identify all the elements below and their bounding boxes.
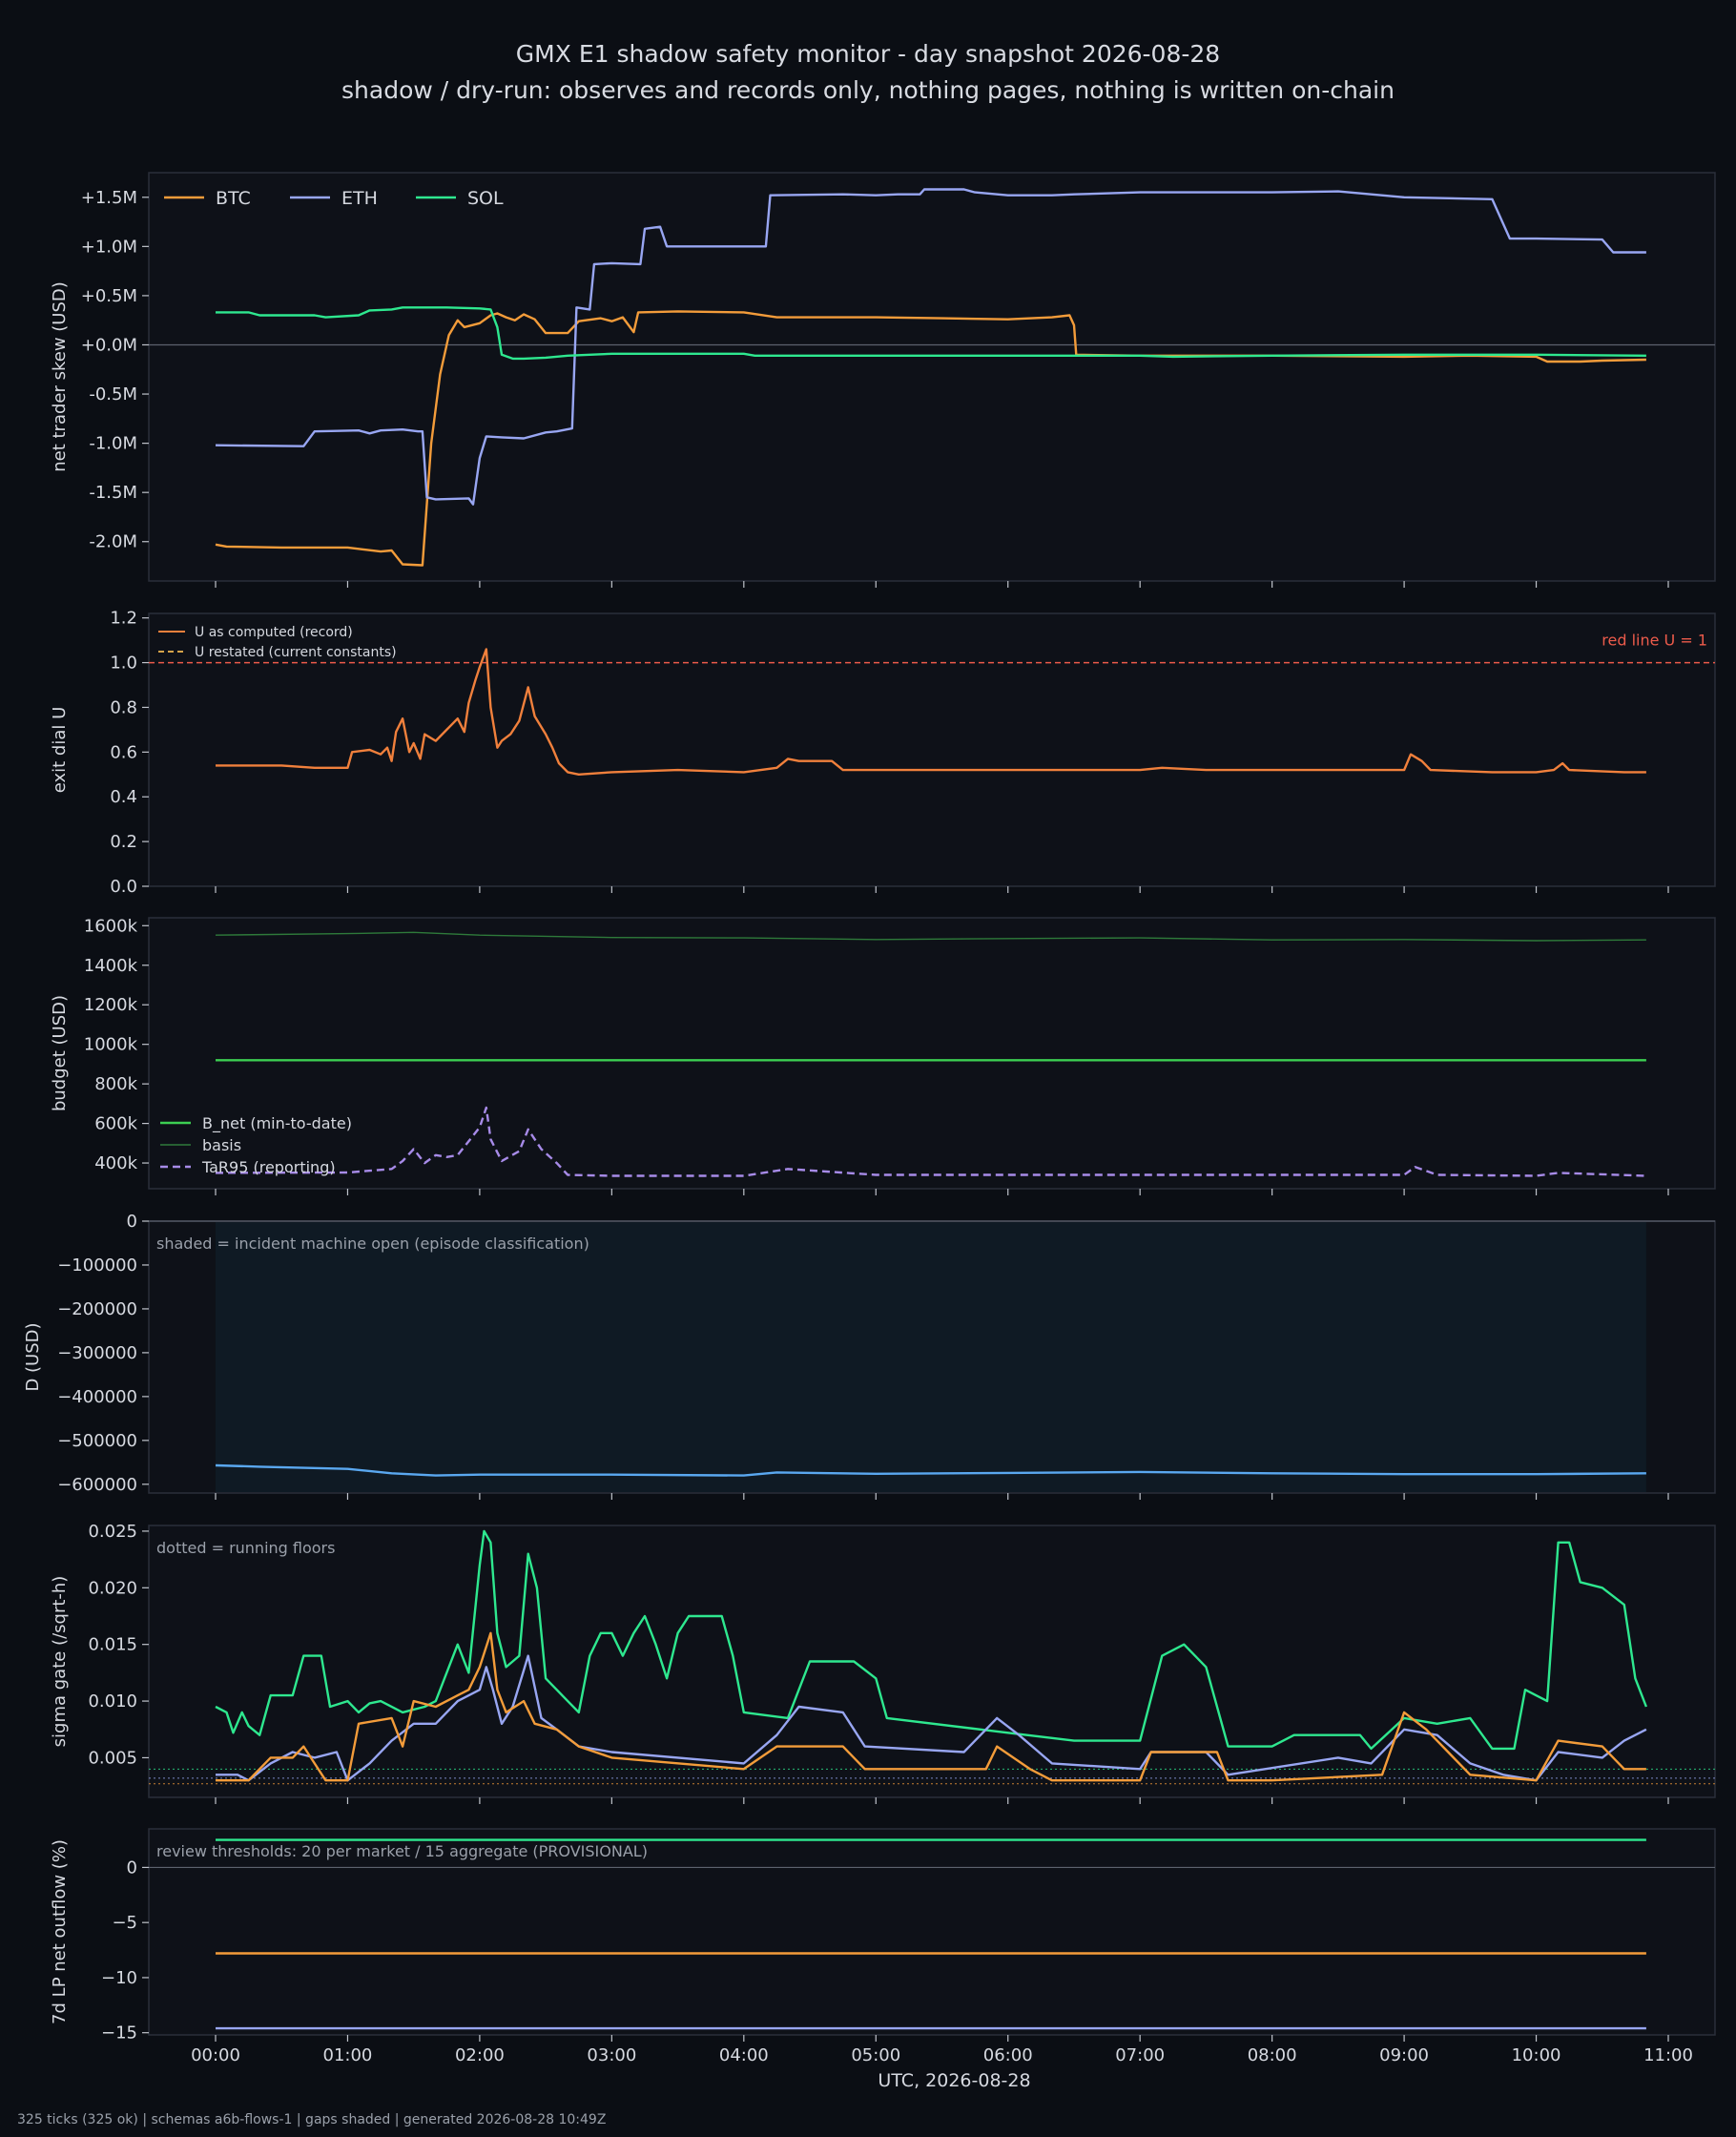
y-tick-label: 0.015 [88,1635,137,1655]
y-tick-label: −500000 [57,1431,137,1451]
panel-frame [148,172,1716,582]
y-tick-label: 800k [94,1074,137,1094]
series-tar95-reporting- [215,1106,1646,1177]
y-tick-label: 600k [94,1114,137,1134]
legend-label: U restated (current constants) [195,645,397,660]
y-tick-label: 0 [127,1857,137,1878]
y-tick-label: 400k [94,1153,137,1173]
x-tick-label: 04:00 [719,2045,769,2065]
panel-frame [148,1525,1716,1798]
series-basis [215,931,1646,942]
y-tick-label: 0.010 [88,1691,137,1712]
y-tick-label: −400000 [57,1387,137,1407]
chart-title: GMX E1 shadow safety monitor - day snaps… [515,40,1221,68]
panel-skew: +1.5M +1.0M +0.5M +0.0M -0.5M -1.0M -1.5M -2.0M… [50,172,1716,588]
series-sol [215,1529,1648,1751]
y-tick-label: −15 [101,2023,137,2044]
y-tick-label: 0.4 [110,787,137,807]
y-tick-label: 0 [127,1212,137,1232]
x-tick-label: 03:00 [587,2045,636,2065]
x-tick-label: 05:00 [851,2045,900,2065]
series-eth [216,1654,1647,1782]
y-tick-label: −100000 [57,1255,137,1276]
panel-budget: 1600k 1400k 1200k 1000k 800k 600k 400k budget (… [50,916,1716,1195]
chart-subtitle: shadow / dry-run: observes and records o… [341,76,1395,104]
x-tick-label: 00:00 [191,2045,240,2065]
footer-status: 325 ticks (325 ok) | schemas a6b-flows-1… [17,2112,607,2127]
x-tick-label: 01:00 [323,2045,373,2065]
y-tick-label: −5 [112,1913,137,1933]
x-tick-label: 11:00 [1643,2045,1693,2065]
x-tick-label: 08:00 [1248,2045,1297,2065]
y-tick-label: 0.005 [88,1748,137,1768]
legend-label: B_net (min-to-date) [202,1114,352,1133]
panel-frame [148,917,1716,1190]
y-axis-label: exit dial U [50,707,70,794]
panel-frame [148,1828,1716,2036]
y-tick-label: -2.0M [89,532,137,552]
x-tick-label: 06:00 [983,2045,1033,2065]
legend-label: U as computed (record) [195,625,353,640]
panel-exit_dial: 1.2 1.0 0.8 0.6 0.4 0.2 0.0 exit dial U red line… [50,609,1716,897]
y-tick-label: +0.5M [81,286,137,306]
series-d [215,1463,1646,1477]
panel-d: 0 −100000 −200000 −300000 −400000 −500000 −600… [23,1212,1716,1500]
x-tick-label: 10:00 [1512,2045,1561,2065]
y-axis-label: net trader skew (USD) [50,281,70,472]
y-tick-label: −200000 [57,1299,137,1319]
y-axis-label: budget (USD) [50,995,70,1111]
legend-label: SOL [467,188,504,209]
legend-label: ETH [341,188,378,209]
panel-annotation: dotted = running floors [156,1539,335,1557]
legend-label: basis [202,1136,241,1154]
legend-label: BTC [216,188,251,209]
red-line-label: red line U = 1 [1602,632,1707,650]
legend-label: TaR95 (reporting) [201,1158,336,1176]
y-tick-label: −10 [101,1968,137,1988]
panel-annotation: shaded = incident machine open (episode … [156,1234,589,1253]
y-tick-label: -1.5M [89,483,137,503]
y-tick-label: 1400k [84,956,138,976]
y-axis-label: sigma gate (/sqrt-h) [50,1576,70,1748]
y-tick-label: 1.0 [110,654,137,674]
y-tick-label: 0.2 [110,832,137,852]
y-tick-label: −300000 [57,1343,137,1363]
y-tick-label: +0.0M [81,335,137,355]
panel-annotation: review thresholds: 20 per market / 15 ag… [156,1842,648,1860]
x-tick-label: 07:00 [1115,2045,1165,2065]
panel-outflow: 0 −5 −10 −15 7d LP net outflow (%) review thr… [50,1828,1716,2091]
y-tick-label: 0.6 [110,742,137,762]
panel-sigma: 0.025 0.020 0.015 0.010 0.005 sigma gate (/sq… [50,1522,1716,1804]
y-tick-label: +1.0M [81,237,137,257]
x-tick-label: 02:00 [455,2045,505,2065]
y-tick-label: 1.2 [110,609,137,629]
y-tick-label: 1600k [84,916,138,936]
y-tick-label: −600000 [57,1475,137,1495]
series-sol [216,306,1646,361]
y-tick-label: 0.0 [110,877,137,897]
x-axis-label: UTC, 2026-08-28 [878,2070,1030,2091]
y-tick-label: 0.025 [88,1522,137,1542]
x-tick-label: 09:00 [1379,2045,1429,2065]
y-axis-label: D (USD) [23,1322,43,1391]
y-tick-label: +1.5M [81,188,137,208]
y-tick-label: 1200k [84,995,138,1015]
series-eth [215,188,1646,506]
title-block: GMX E1 shadow safety monitor - day snaps… [0,36,1736,109]
y-tick-label: 0.8 [110,697,137,717]
y-tick-label: -0.5M [89,384,137,405]
y-tick-label: -1.0M [89,434,137,454]
y-tick-label: 1000k [84,1035,138,1055]
incident-shade [216,1222,1646,1492]
y-axis-label: 7d LP net outflow (%) [50,1839,70,2024]
series-u-as-computed-record- [216,648,1646,776]
series-btc [216,1631,1646,1782]
y-tick-label: 0.020 [88,1578,137,1598]
